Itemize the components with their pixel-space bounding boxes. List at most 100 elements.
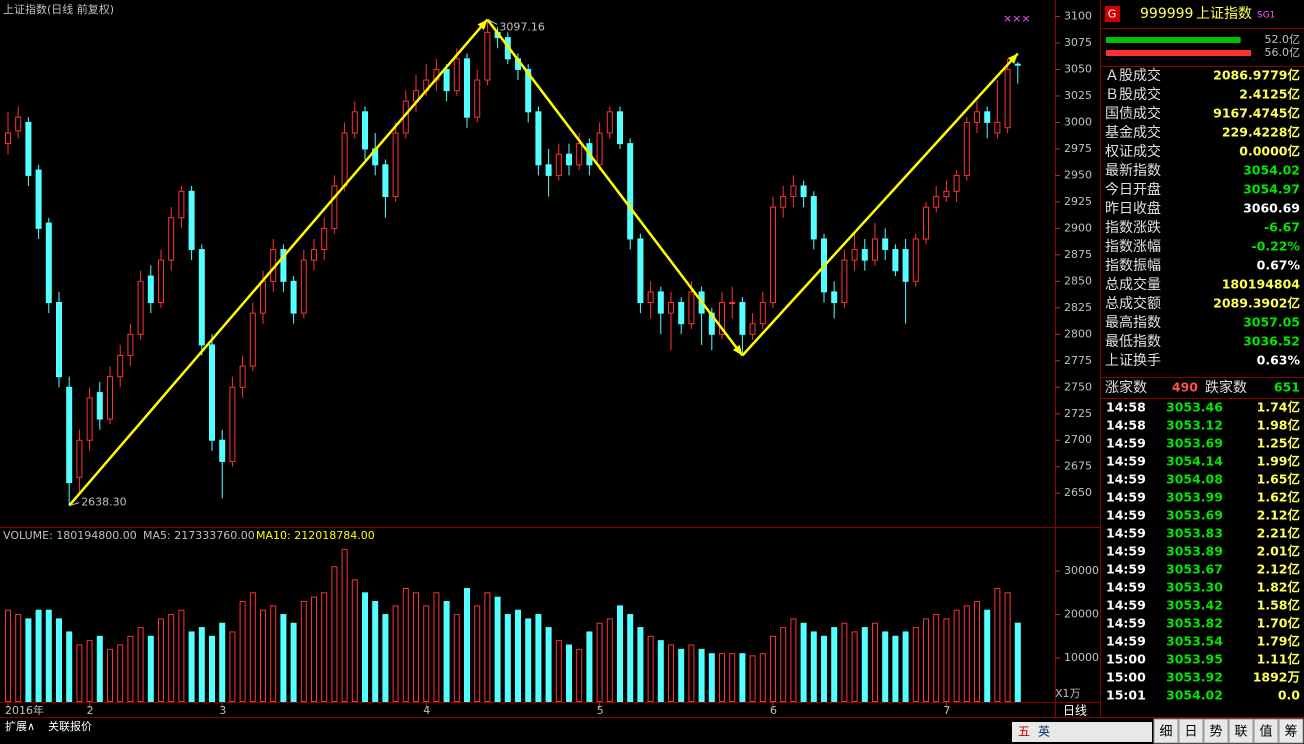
candle-body: [637, 238, 644, 304]
ratio-label: 56.0亿: [1265, 46, 1301, 59]
volume-bar: [198, 627, 205, 703]
trend-arrow: [741, 52, 1019, 357]
volume-bar: [402, 587, 409, 703]
volume-bar: [698, 648, 705, 702]
tab[interactable]: 势: [1209, 724, 1222, 740]
ime[interactable]: 英: [1038, 725, 1050, 739]
candle-body: [545, 164, 552, 176]
row-label: 最高指数: [1105, 314, 1161, 331]
tab[interactable]: 值: [1259, 724, 1272, 740]
tick-amount: 2.21亿: [1257, 526, 1300, 541]
volume-bar: [770, 635, 776, 703]
tick-price: 3053.46: [1166, 400, 1223, 415]
volume-bar: [759, 653, 766, 702]
period[interactable]: 日线: [1063, 704, 1087, 718]
volume-bar: [464, 587, 470, 703]
tick-time: 14:59: [1106, 526, 1146, 541]
tick-price: 3053.42: [1166, 598, 1223, 613]
tick-amount: 1.82亿: [1257, 580, 1300, 595]
ime[interactable]: 五: [1018, 725, 1030, 739]
tab-button[interactable]: [1153, 718, 1179, 744]
tab[interactable]: 扩展∧: [5, 719, 35, 733]
volume-bar: [545, 627, 552, 703]
candle-body: [678, 302, 685, 325]
tick-amount: 2.01亿: [1257, 544, 1300, 559]
candle-body: [484, 31, 491, 81]
y-tick-label: 2700: [1064, 433, 1092, 446]
row-value: -0.22%: [1251, 239, 1300, 254]
row-label: 最低指数: [1105, 334, 1161, 350]
row-value: 3060.69: [1243, 201, 1300, 216]
volume-label: VOLUME: 180194800.00: [3, 529, 137, 542]
tick-amount: 1.11亿: [1257, 652, 1300, 667]
volume-bar: [688, 644, 695, 702]
volume-bar: [372, 601, 379, 703]
volume-bar: [749, 655, 756, 703]
ma5-label: MA5: 217333760.00: [143, 529, 255, 542]
volume-bar: [851, 631, 858, 703]
ratio-bar: [1106, 50, 1251, 56]
tab-button[interactable]: [1203, 718, 1229, 744]
volume-bar: [719, 653, 725, 702]
tick-amount: 1.25亿: [1257, 436, 1300, 451]
tab-button[interactable]: [1253, 718, 1279, 744]
volume-bar: [270, 605, 277, 702]
x-tick-label: 3: [219, 704, 226, 717]
volume-bar: [668, 644, 674, 702]
tick-time: 15:00: [1106, 670, 1146, 685]
candle-body: [66, 386, 73, 484]
tick-price: 3053.12: [1166, 418, 1223, 433]
code: 999999: [1140, 6, 1193, 22]
candle-body: [749, 323, 756, 335]
row-label: 指数涨跌: [1105, 220, 1161, 236]
annotation: 3097.16: [499, 20, 545, 33]
tab-button[interactable]: [1178, 718, 1204, 744]
candle-body: [321, 227, 328, 251]
volume-bar: [1004, 592, 1011, 703]
candle-body: [953, 174, 960, 192]
candle-body: [331, 185, 338, 229]
candle-body: [464, 58, 470, 118]
candle-body: [392, 132, 399, 198]
arrow-head: [1007, 53, 1018, 64]
tick-price: 3053.82: [1166, 616, 1223, 631]
tick-time: 14:59: [1106, 616, 1146, 631]
tab-button[interactable]: [1228, 718, 1254, 744]
tab[interactable]: 日: [1184, 725, 1197, 740]
row-label: Ａ股成交: [1105, 67, 1161, 84]
candle-body: [25, 121, 32, 176]
tab[interactable]: 关联报价: [48, 719, 92, 733]
volume-bar: [637, 627, 644, 703]
row-label: Ｂ股成交: [1105, 86, 1161, 103]
candle-body: [1004, 68, 1011, 129]
candle-body: [902, 249, 909, 282]
volume-bar: [657, 640, 664, 703]
volume-bar: [861, 627, 868, 703]
volume-bar: [392, 605, 399, 702]
volume-bar: [739, 653, 746, 702]
candle-body: [76, 439, 83, 478]
volume-bar: [841, 622, 848, 702]
frame: [0, 0, 1304, 718]
volume-bar: [351, 579, 358, 702]
volume-bar: [188, 631, 195, 703]
tick-price: 3053.54: [1166, 634, 1223, 649]
candle-body: [974, 111, 980, 123]
candle-body: [994, 121, 1001, 134]
tab[interactable]: 细: [1159, 725, 1172, 740]
x-tick-label: 5: [597, 704, 604, 717]
tab[interactable]: 筹: [1284, 724, 1297, 740]
candle-body: [443, 68, 450, 92]
volume-bar: [96, 635, 103, 703]
candle-body: [219, 439, 226, 462]
tab-button[interactable]: [1278, 718, 1304, 744]
volume-bar: [321, 592, 328, 703]
row-label: 最新指数: [1105, 163, 1161, 179]
volume-bar: [576, 648, 583, 702]
volume-bar: [45, 609, 52, 702]
volume-bar: [158, 618, 164, 702]
tab[interactable]: 联: [1234, 725, 1247, 740]
candle-body: [168, 217, 175, 261]
candle-body: [596, 132, 603, 166]
